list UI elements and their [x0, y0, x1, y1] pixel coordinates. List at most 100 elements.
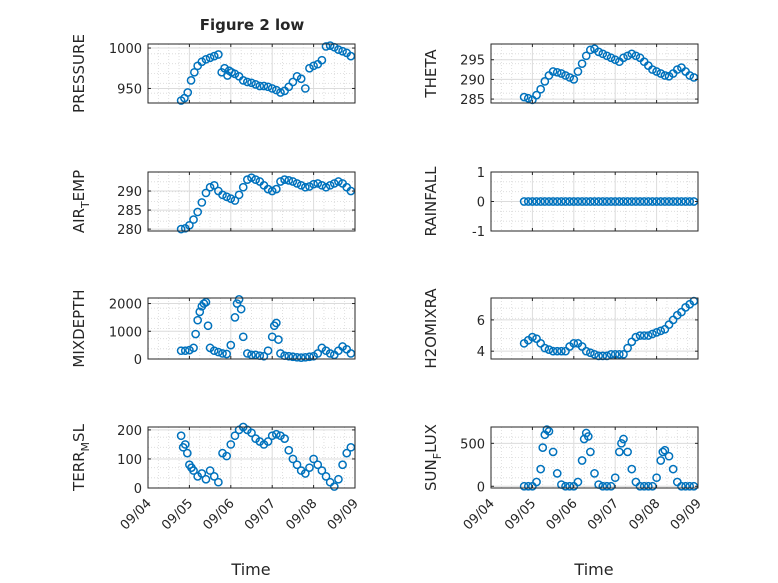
data-point	[619, 197, 628, 206]
y-tick-label: 6	[477, 314, 485, 329]
data-point	[288, 352, 298, 362]
data-point	[247, 428, 256, 438]
data-point	[639, 331, 649, 340]
y-label-subscript: T	[79, 201, 92, 209]
y-tick-label: 285	[460, 93, 485, 108]
data-point	[284, 445, 294, 455]
data-point	[557, 346, 566, 356]
data-point	[309, 454, 318, 464]
data-point	[536, 197, 546, 206]
data-point	[583, 432, 593, 441]
data-point	[222, 192, 232, 202]
data-point	[660, 71, 670, 80]
data-point	[536, 464, 546, 474]
data-point	[565, 197, 575, 206]
y-tick-label: -1	[472, 225, 485, 240]
data-point	[627, 49, 637, 59]
data-point	[317, 466, 327, 475]
subplot-pressure: 950 1000 PRESSURE	[70, 34, 356, 113]
y-tick-label: 285	[117, 204, 142, 219]
data-point	[176, 346, 186, 356]
data-point	[573, 477, 583, 487]
x-tick-label: 09/07	[585, 496, 622, 533]
data-point	[284, 351, 294, 361]
data-point	[280, 175, 289, 184]
data-point	[565, 481, 575, 491]
data-point	[631, 332, 641, 342]
data-point	[668, 197, 678, 206]
data-point	[623, 343, 632, 353]
data-point	[536, 84, 546, 94]
data-point	[610, 473, 620, 483]
data-point	[176, 224, 186, 234]
y-axis-label-3: RAINFALL	[422, 166, 440, 237]
y-axis-label-1: THETA	[422, 49, 440, 99]
data-point	[617, 438, 626, 448]
data-point	[619, 349, 628, 359]
data-point	[660, 445, 670, 455]
x-tick-label: 09/08	[626, 496, 663, 533]
data-point	[594, 197, 603, 206]
data-point	[677, 481, 686, 491]
x-tick-label: 09/09	[325, 496, 362, 533]
data-point	[544, 197, 554, 206]
data-point	[652, 197, 661, 206]
data-point	[569, 197, 579, 206]
data-point	[321, 42, 331, 51]
data-point	[271, 184, 281, 194]
data-point	[523, 197, 533, 206]
data-point	[538, 443, 548, 452]
y-tick-label: 4	[477, 345, 485, 360]
data-point	[586, 45, 595, 55]
data-point	[672, 65, 682, 74]
data-point	[668, 464, 678, 474]
data-point	[205, 466, 215, 475]
data-point	[532, 477, 541, 487]
data-point	[329, 179, 339, 188]
y-tick-label: 290	[117, 185, 142, 200]
data-point	[185, 345, 194, 355]
data-point	[540, 343, 550, 353]
data-point	[672, 197, 682, 206]
data-point	[631, 51, 641, 61]
subplot-terr-msl: 0 100 200 09/04 09/05 09/06 09/07 09/08 09/09 TER…	[70, 422, 362, 533]
data-point	[276, 349, 285, 358]
data-point	[189, 466, 198, 475]
x-tick-label: 09/07	[242, 496, 279, 533]
data-point	[201, 297, 211, 307]
data-point	[193, 315, 203, 325]
data-point	[271, 429, 281, 439]
y-label-part: TERR	[70, 451, 88, 492]
data-point	[263, 82, 273, 92]
figure-title: Figure 2 low	[200, 16, 305, 34]
data-point	[214, 347, 223, 357]
data-point	[263, 346, 273, 356]
data-point	[652, 328, 661, 337]
data-point	[274, 335, 283, 344]
data-point	[602, 51, 612, 61]
data-point	[218, 349, 227, 358]
data-point	[255, 81, 265, 91]
y-tick-label: 290	[460, 73, 485, 88]
data-point	[606, 481, 616, 491]
data-point	[197, 469, 207, 478]
data-point	[214, 50, 223, 59]
y-tick-label: 2000	[109, 298, 142, 313]
y-label-subscript: F	[431, 453, 444, 459]
data-point	[186, 76, 196, 85]
y-label-part: SUN	[422, 459, 440, 491]
data-point	[581, 346, 591, 356]
axes-box	[147, 297, 356, 360]
data-point	[182, 448, 192, 458]
data-point	[230, 313, 240, 322]
y-tick-label: 100	[117, 453, 142, 468]
y-axis-label-0: PRESSURE	[70, 34, 88, 113]
data-point	[561, 481, 570, 491]
data-point	[226, 194, 236, 203]
data-point	[309, 61, 318, 71]
subplot-rainfall: -1 0 1 RAINFALL	[422, 166, 699, 240]
data-point	[276, 88, 285, 97]
data-point	[544, 426, 554, 436]
data-point	[519, 481, 529, 491]
data-point	[586, 447, 595, 457]
